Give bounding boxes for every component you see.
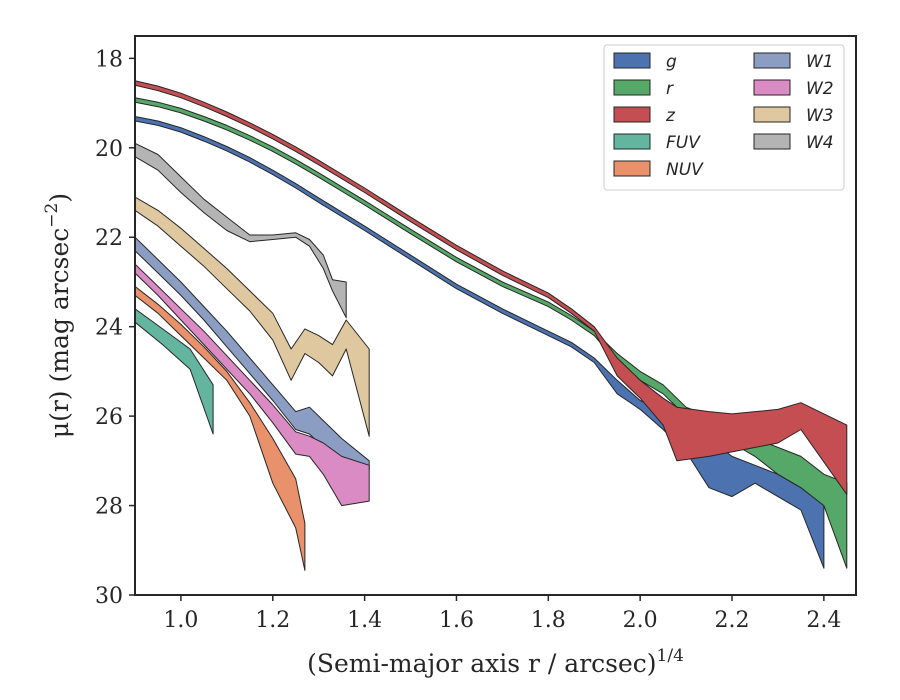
legend-label-w4: W4	[806, 133, 834, 153]
x-tick-label: 1.4	[347, 608, 382, 633]
band-z	[135, 80, 848, 495]
band-r	[135, 97, 848, 569]
band-w3	[135, 196, 370, 437]
x-tick-label: 1.8	[531, 608, 566, 633]
y-tick-label: 22	[95, 226, 123, 251]
legend-label-g: g	[666, 52, 677, 72]
series-bands	[135, 80, 848, 571]
x-tick-label: 2.0	[623, 608, 658, 633]
x-tick-label: 1.2	[255, 608, 290, 633]
y-tick-label: 20	[95, 137, 123, 162]
x-tick-label: 2.4	[806, 608, 841, 633]
legend-swatch-w3	[753, 106, 791, 123]
y-axis-label: μ(r) (mag arcsec−2)	[42, 193, 74, 438]
x-tick-label: 2.2	[715, 608, 750, 633]
y-tick-label: 26	[95, 405, 123, 430]
legend-swatch-fuv	[613, 133, 651, 150]
legend-label-w3: W3	[806, 106, 834, 126]
x-tick-label: 1.6	[439, 608, 474, 633]
y-tick-label: 28	[95, 495, 123, 520]
y-tick-label: 18	[95, 47, 123, 72]
legend-swatch-w2	[753, 79, 791, 96]
plot-frame	[134, 35, 857, 596]
legend-swatch-z	[613, 106, 651, 123]
legend-swatch-r	[613, 79, 651, 96]
x-axis: 1.0 1.2 1.4 1.6 1.8 2.0 2.2 2.4	[163, 595, 841, 633]
y-tick-label: 24	[95, 316, 123, 341]
legend: grz FUV NUV W1 W2 W3 W4	[603, 44, 845, 191]
x-axis-label-text: (Semi-major axis r / arcsec)	[307, 649, 656, 678]
x-axis-label: (Semi-major axis r / arcsec)1/4	[307, 646, 684, 678]
y-tick-label: 30	[95, 584, 123, 609]
x-axis-label-exponent: 1/4	[657, 646, 684, 666]
band-w4	[135, 142, 347, 319]
y-axis-label-exponent: −2	[42, 203, 62, 228]
legend-label-fuv: FUV	[666, 133, 701, 153]
legend-label-r: r	[666, 79, 674, 99]
legend-label-w1: W1	[806, 52, 834, 72]
legend-swatch-g	[613, 52, 651, 69]
band-nuv	[135, 285, 306, 571]
legend-swatch-w4	[753, 133, 791, 150]
y-axis-label-close: )	[45, 193, 74, 203]
legend-label-z: z	[665, 106, 676, 126]
y-axis: 18 20 22 24 26 28 30	[95, 47, 135, 609]
legend-swatch-nuv	[613, 160, 651, 177]
y-axis-label-text: μ(r) (mag arcsec	[45, 228, 74, 438]
band-fuv	[135, 308, 214, 435]
x-tick-label: 1.0	[163, 608, 198, 633]
band-w2	[135, 263, 370, 507]
legend-label-w2: W2	[806, 79, 834, 99]
legend-label-nuv: NUV	[666, 160, 704, 180]
band-g	[135, 116, 825, 569]
legend-swatch-w1	[753, 52, 791, 69]
